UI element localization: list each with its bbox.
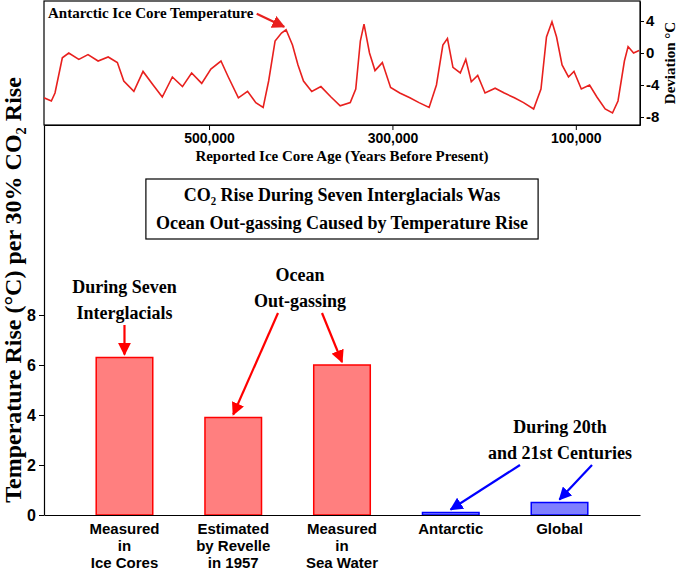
bar	[314, 365, 371, 515]
x-tick-label-line: Global	[536, 520, 583, 537]
x-axis-title: Reported Ice Core Age (Years Before Pres…	[195, 148, 488, 165]
chart-title: CO₂ Rise During Seven Interglacials Was O…	[156, 185, 528, 233]
x-tick: Global	[536, 515, 583, 537]
x-tick: 300,000	[368, 125, 419, 146]
y-axis-line	[44, 126, 45, 516]
y-tick: 4	[640, 12, 655, 29]
y-tick: 0	[27, 507, 44, 524]
y-tick-mark	[640, 117, 644, 118]
y-axis-title: Deviation °C	[662, 22, 677, 104]
y-axis: 0 2 4 6 8	[27, 126, 44, 524]
x-tick-label-line: Measured	[307, 520, 377, 537]
bar	[422, 513, 479, 516]
y-tick-label: 8	[27, 307, 36, 324]
x-tick-label: MeasuredinIce Cores	[89, 520, 159, 572]
bar	[205, 418, 262, 516]
annotation-line: During Seven	[72, 277, 177, 297]
y-tick-label: 4	[646, 12, 655, 29]
title-box	[146, 179, 538, 239]
x-axis-line	[45, 515, 641, 516]
chart-title-line: Ocean Out-gassing Caused by Temperature …	[156, 213, 528, 233]
x-tick: 100,000	[551, 125, 602, 146]
y-tick: 8	[27, 307, 44, 324]
x-tick-label-line: in	[118, 537, 131, 554]
x-tick-label: MeasuredinSea Water	[306, 520, 378, 572]
y-tick-label: 6	[27, 357, 36, 374]
x-tick-label-line: in	[335, 537, 348, 554]
x-tick: Estimatedby Revellein 1957	[196, 515, 270, 571]
x-tick-label-line: Ice Cores	[91, 554, 159, 571]
y-tick-mark	[640, 21, 644, 22]
arrow	[451, 465, 520, 510]
y-tick-mark	[640, 85, 644, 86]
x-axis-line	[45, 125, 641, 126]
x-tick-label: Antarctic	[418, 520, 483, 537]
chart-title: Antarctic Ice Core Temperature	[48, 5, 254, 21]
x-tick-label: 100,000	[551, 130, 602, 146]
y-tick-mark	[39, 415, 44, 416]
arrow	[123, 325, 125, 355]
y-tick-mark	[39, 515, 44, 516]
x-tick: MeasuredinIce Cores	[89, 515, 159, 571]
x-tick-label-line: in 1957	[208, 554, 259, 571]
y-tick: -4	[640, 76, 660, 93]
annotation: During Seven Interglacials	[72, 277, 177, 323]
y-tick-mark	[39, 365, 44, 366]
x-tick-label-line: by Revelle	[196, 537, 270, 554]
x-tick: MeasuredinSea Water	[306, 515, 378, 571]
x-axis: 500,000 300,000 100,000	[45, 125, 641, 146]
x-tick-label: 500,000	[184, 130, 235, 146]
x-tick-label-line: Antarctic	[418, 520, 483, 537]
bar	[531, 503, 588, 516]
y-tick-mark	[39, 315, 44, 316]
annotation-line: Ocean	[276, 265, 325, 285]
y-axis-line	[640, 2, 641, 126]
y-tick-label: -4	[646, 76, 660, 93]
y-tick: 2	[27, 457, 44, 474]
y-axis-title: Temperature Rise (°C) per 30% CO₂ Rise	[0, 77, 26, 503]
annotation: Ocean Out-gassing	[254, 265, 346, 311]
plot-frame	[44, 1, 640, 125]
x-tick-label-line: Sea Water	[306, 554, 378, 571]
arrow	[233, 313, 278, 415]
x-tick-label: Global	[536, 520, 583, 537]
x-tick: Antarctic	[418, 515, 483, 537]
chart-title-line: CO₂ Rise During Seven Interglacials Was	[184, 185, 501, 205]
temperature-line	[44, 22, 639, 113]
y-tick-label: -8	[646, 108, 659, 125]
plot-area	[44, 22, 639, 113]
y-axis: 4 0 -4 -8	[640, 2, 660, 126]
x-tick-label-line: Measured	[89, 520, 159, 537]
annotation-line: During 20th	[513, 417, 607, 437]
annotation-line: and 21st Centuries	[488, 443, 632, 463]
x-tick-label: Estimatedby Revellein 1957	[196, 520, 270, 572]
y-tick: -8	[640, 108, 659, 125]
annotation-line: Interglacials	[76, 303, 172, 323]
y-tick-label: 0	[646, 44, 654, 61]
x-axis: MeasuredinIce CoresEstimatedby Revellein…	[45, 515, 641, 571]
arrow	[560, 465, 592, 500]
x-tick-label-line: Estimated	[197, 520, 269, 537]
y-tick: 4	[27, 407, 44, 424]
bar	[96, 358, 153, 516]
arrow	[322, 313, 342, 362]
y-tick: 6	[27, 357, 44, 374]
arrow	[257, 14, 284, 27]
annotation: During 20th and 21st Centuries	[488, 417, 632, 463]
y-tick-label: 0	[27, 507, 36, 524]
y-tick-mark	[39, 465, 44, 466]
y-tick-label: 2	[27, 457, 36, 474]
y-tick: 0	[640, 44, 654, 61]
chart-svg: 500,000 300,000 100,000 4 0 -4 -8 Reported Ice …	[0, 0, 677, 580]
y-tick-label: 4	[27, 407, 36, 424]
x-tick-label: 300,000	[368, 130, 419, 146]
y-tick-mark	[640, 53, 644, 54]
annotation-line: Out-gassing	[254, 291, 346, 311]
x-tick: 500,000	[184, 125, 235, 146]
